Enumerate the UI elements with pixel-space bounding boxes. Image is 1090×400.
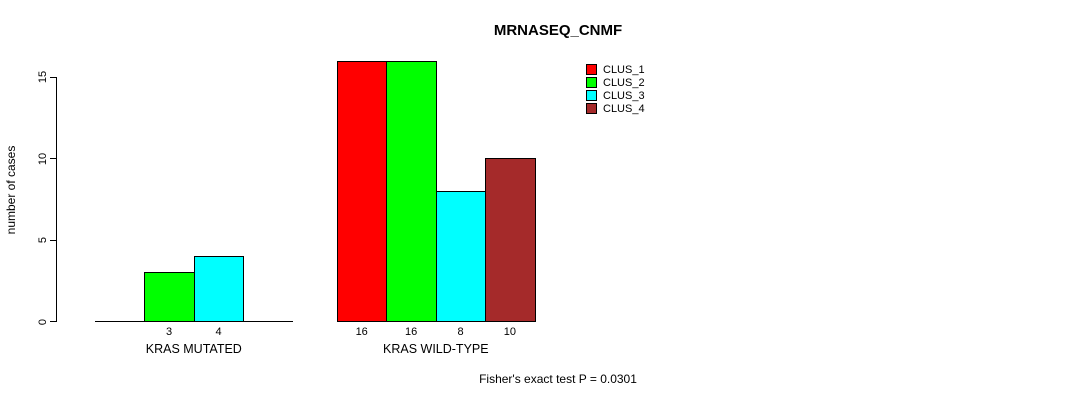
bar-clus_3-group1 [193, 255, 245, 322]
legend: CLUS_1 CLUS_2 CLUS_3 CLUS_4 [586, 63, 645, 115]
y-tick [50, 239, 56, 241]
legend-item-label: CLUS_2 [603, 76, 645, 89]
annotation-text: Fisher's exact test P = 0.0301 [479, 372, 637, 386]
legend-item-label: CLUS_4 [603, 102, 645, 115]
legend-item: CLUS_2 [586, 76, 645, 89]
bar-value-label: 8 [457, 326, 464, 338]
y-tick [50, 321, 56, 322]
bar-clus_2-group2 [386, 60, 437, 322]
legend-item-label: CLUS_3 [603, 89, 645, 102]
y-axis-line [56, 76, 57, 322]
category-label: KRAS WILD-TYPE [383, 342, 489, 356]
bar-clus_4-group2 [485, 158, 536, 322]
chart-title: MRNASEQ_CNMF [493, 22, 623, 39]
category-label: KRAS MUTATED [145, 342, 242, 356]
legend-item: CLUS_1 [586, 63, 645, 76]
bar-value-label: 16 [355, 326, 368, 338]
legend-color-swatch [586, 103, 597, 114]
y-tick-label: 0 [37, 318, 49, 325]
y-tick-label: 15 [37, 71, 49, 84]
legend-color-swatch [586, 64, 597, 75]
legend-item: CLUS_3 [586, 89, 645, 102]
y-tick-label: 10 [37, 152, 49, 165]
bar-clus_3-group2 [435, 190, 487, 322]
y-tick [50, 158, 56, 160]
legend-item: CLUS_4 [586, 102, 645, 115]
bar-value-label: 3 [166, 326, 173, 338]
bar-value-label: 10 [503, 326, 517, 338]
legend-item-label: CLUS_1 [603, 63, 645, 76]
bar-clus_2-group1 [144, 272, 195, 322]
bar-clus_1-group2 [337, 60, 388, 322]
y-tick-label: 5 [37, 237, 49, 244]
y-tick [50, 76, 56, 78]
legend-color-swatch [586, 77, 597, 88]
legend-color-swatch [586, 90, 597, 101]
y-axis-title: number of cases [4, 145, 18, 235]
bar-value-label: 4 [215, 326, 222, 338]
bar-value-label: 16 [404, 326, 418, 338]
